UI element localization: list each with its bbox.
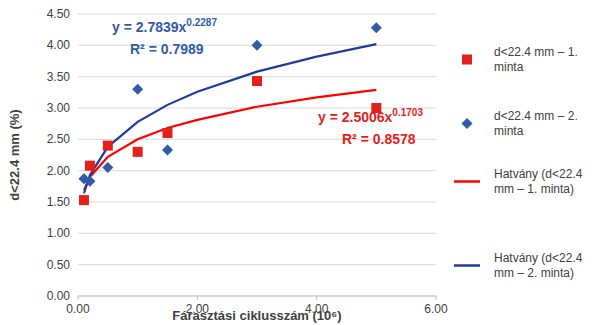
y-tick-label: 1.50	[47, 195, 71, 209]
legend-line: d<22.4 mm – 1.	[494, 45, 578, 59]
annotation-text: y = 2.5006x	[318, 109, 393, 125]
x-axis-title: Fárasztási ciklusszám (10⁶)	[172, 308, 341, 323]
data-point	[162, 144, 173, 155]
data-point	[79, 195, 89, 205]
data-point	[252, 76, 262, 86]
legend-swatch	[462, 55, 472, 65]
x-tick-label: 6.00	[424, 302, 448, 316]
legend-line: minta	[494, 124, 524, 138]
data-point	[252, 40, 263, 51]
x-tick	[436, 296, 437, 300]
y-tick-label: 0.00	[47, 289, 71, 303]
data-point	[84, 176, 95, 187]
data-point	[85, 161, 95, 171]
x-axis-line	[78, 296, 436, 297]
data-point	[133, 147, 143, 157]
legend-line: mm – 2. minta)	[494, 266, 574, 280]
y-axis-title: d<22.4 mm (%)	[7, 109, 22, 200]
grid-line	[78, 202, 436, 203]
data-point	[163, 128, 173, 138]
y-tick-label: 0.50	[47, 258, 71, 272]
grid-line	[78, 296, 436, 297]
legend-label: Hatvány (d<22.4mm – 1. minta)	[494, 167, 583, 196]
y-tick-label: 2.50	[47, 132, 71, 146]
y-tick-label: 3.00	[47, 101, 71, 115]
legend-line: mm – 1. minta)	[494, 182, 574, 196]
legend-swatch	[462, 118, 473, 129]
chart: 0.00 0.50 1.00 1.50 2.00 2.50 3.00 3.50 4.00 4.50…	[0, 0, 600, 325]
data-point	[371, 22, 382, 33]
legend: d<22.4 mm – 1.mintad<22.4 mm – 2.mintaHa…	[454, 45, 583, 280]
annotation-superscript: 0.1703	[392, 107, 423, 118]
legend-swatch	[454, 180, 480, 183]
legend-line: Hatvány (d<22.4	[494, 167, 583, 181]
grid-line	[78, 14, 436, 15]
grid-line	[78, 264, 436, 265]
x-tick-label: 0.00	[66, 302, 90, 316]
grid-line	[78, 233, 436, 234]
y-tick-label: 1.00	[47, 226, 71, 240]
data-point	[132, 84, 143, 95]
legend-line: Hatvány (d<22.4	[494, 251, 583, 265]
y-tick-label: 4.00	[47, 38, 71, 52]
y-tick-label: 2.00	[47, 164, 71, 178]
x-tick	[197, 296, 198, 300]
annotation: R² = 0.7989	[130, 41, 204, 57]
annotation-superscript: 0.2287	[186, 17, 217, 28]
legend-line: minta	[494, 60, 524, 74]
trend-line	[84, 90, 376, 190]
y-tick-label: 3.50	[47, 70, 71, 84]
data-point	[102, 162, 113, 173]
legend-line: d<22.4 mm – 2.	[494, 109, 578, 123]
legend-label: d<22.4 mm – 1.minta	[494, 45, 578, 74]
x-tick	[316, 296, 317, 300]
annotation: R² = 0.8578	[342, 131, 416, 147]
data-point	[103, 141, 113, 151]
y-tick-label: 4.50	[47, 7, 71, 21]
legend-label: Hatvány (d<22.4mm – 2. minta)	[494, 251, 583, 280]
annotation: y = 2.5006x0.1703	[318, 107, 423, 125]
x-tick	[78, 296, 79, 300]
annotation-text: y = 2.7839x	[112, 19, 187, 35]
annotation-text: R² = 0.8578	[342, 131, 416, 147]
grid-line	[78, 170, 436, 171]
legend-label: d<22.4 mm – 2.minta	[494, 109, 578, 138]
grid	[78, 14, 436, 296]
annotation: y = 2.7839x0.2287	[112, 17, 217, 35]
annotation-text: R² = 0.7989	[130, 41, 204, 57]
legend-swatch	[454, 264, 480, 267]
